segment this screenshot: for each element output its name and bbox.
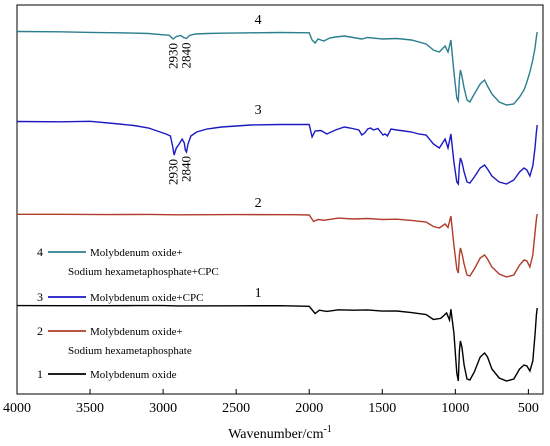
x-axis: 4000 3500 3000 2500 2000 1500 1000 500: [3, 389, 539, 416]
legend-label: Molybdenum oxide+CPC: [90, 292, 203, 304]
legend-entry-3: 3 Molybdenum oxide+CPC: [37, 290, 203, 304]
curve-number-2: 2: [255, 196, 262, 211]
x-tick-label: 3000: [149, 401, 177, 416]
x-tick-label: 2500: [222, 401, 250, 416]
series-line-3: [16, 120, 538, 186]
peak-label: 2930: [165, 159, 180, 185]
legend-entry-2: 2 Molybdenum oxide+ Sodium hexametaphospha…: [37, 324, 192, 357]
peak-label: 2840: [178, 156, 193, 182]
x-axis-label: Wavenumber/cm-1: [228, 424, 332, 442]
x-tick-label: 1500: [368, 401, 396, 416]
plot-area: [16, 4, 544, 395]
x-tick-label: 1000: [441, 401, 469, 416]
series-line-1: [16, 304, 538, 382]
x-tick-label: 3500: [76, 401, 104, 416]
x-tick-label: 2000: [295, 401, 323, 416]
legend: 4 Molybdenum oxide+ Sodium hexametaphospha…: [37, 245, 219, 381]
legend-label: Molybdenum oxide+: [90, 326, 183, 338]
peak-label: 2930: [165, 43, 180, 69]
curve-number-labels: 1 2 3 4: [255, 13, 262, 301]
legend-number: 1: [37, 367, 43, 381]
x-tick-label: 500: [518, 401, 539, 416]
plot-frame: [16, 4, 544, 395]
curve-number-1: 1: [255, 286, 262, 301]
spectra-series: [16, 30, 538, 382]
legend-entry-4: 4 Molybdenum oxide+ Sodium hexametaphospha…: [37, 245, 219, 278]
curve-number-3: 3: [255, 103, 262, 118]
legend-label: Sodium hexametaphosphate+CPC: [68, 266, 219, 278]
legend-number: 4: [37, 245, 43, 259]
legend-entry-1: 1 Molybdenum oxide: [37, 367, 177, 381]
x-tick-label: 4000: [3, 401, 31, 416]
legend-number: 2: [37, 324, 43, 338]
legend-label: Sodium hexametaphosphate: [68, 345, 192, 357]
series-line-2: [17, 213, 538, 278]
curve-number-4: 4: [255, 13, 262, 28]
legend-label: Molybdenum oxide+: [90, 247, 183, 259]
legend-label: Molybdenum oxide: [90, 369, 177, 381]
peak-label: 2840: [178, 43, 193, 69]
series-line-4: [16, 30, 538, 106]
legend-number: 3: [37, 290, 43, 304]
